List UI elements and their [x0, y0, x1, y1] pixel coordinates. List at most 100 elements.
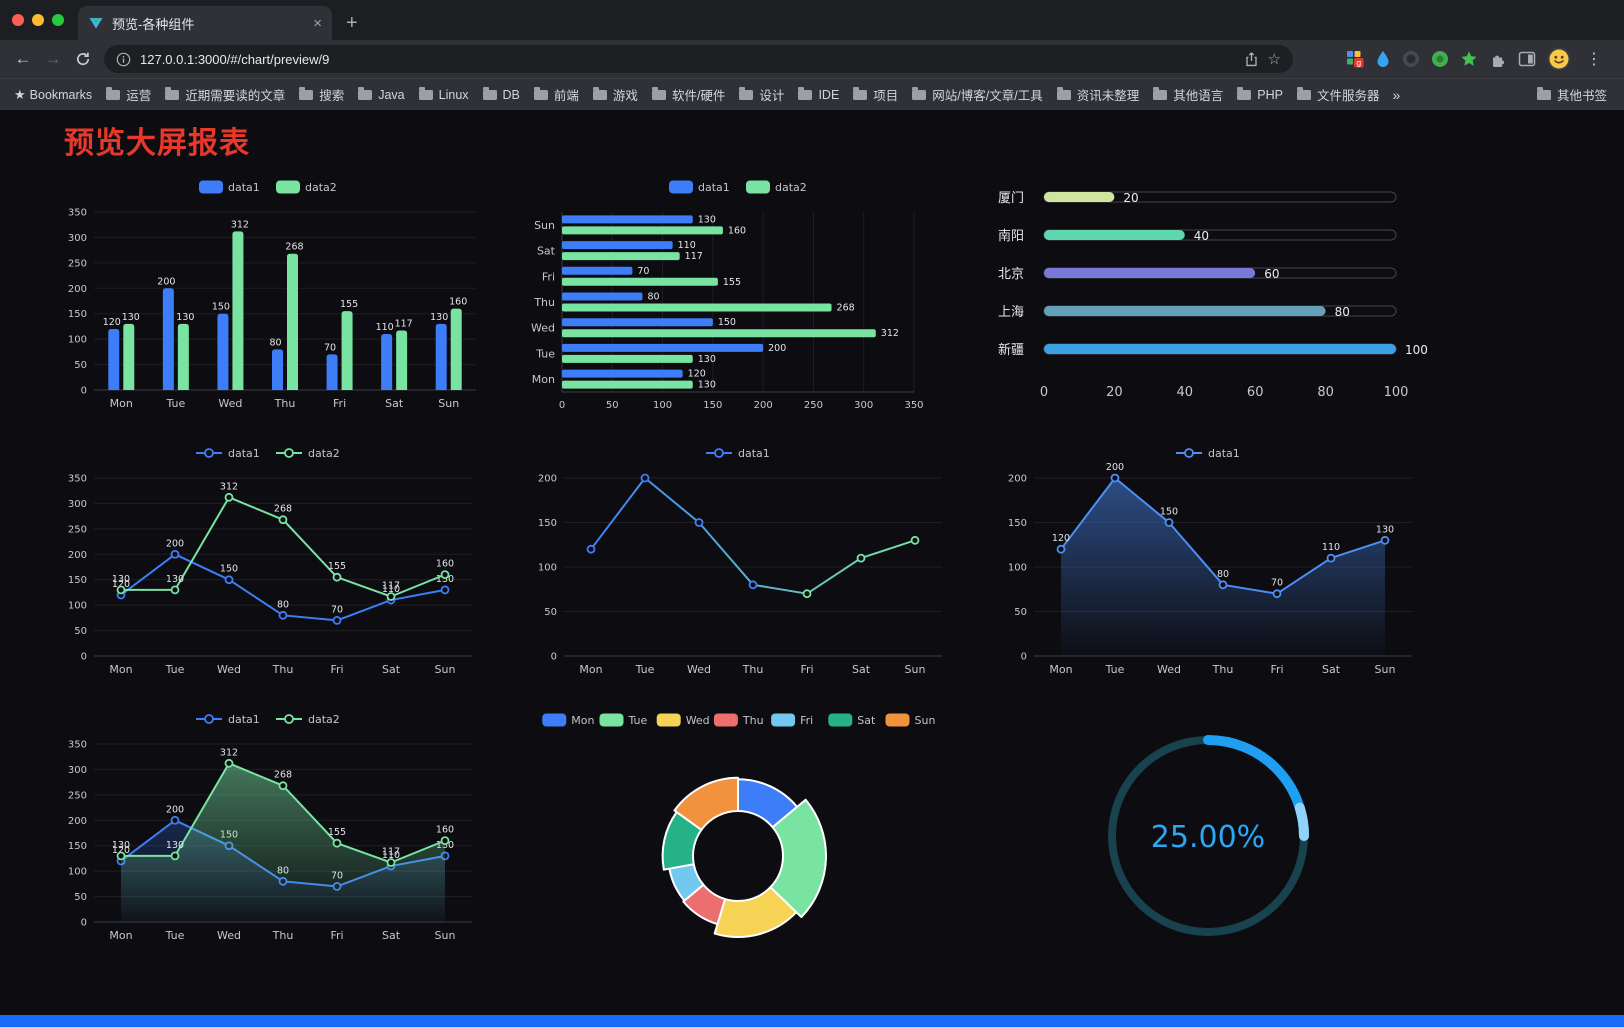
url-text[interactable]: 127.0.0.1:3000/#/chart/preview/9: [140, 51, 330, 67]
svg-text:Mon: Mon: [571, 714, 594, 727]
close-window-button[interactable]: [12, 14, 24, 26]
bookmark-folder-item[interactable]: 软件/硬件: [645, 83, 732, 107]
bookmark-folder-item[interactable]: 搜索: [292, 83, 351, 107]
svg-text:0: 0: [81, 652, 87, 663]
fullscreen-window-button[interactable]: [52, 14, 64, 26]
svg-text:Tue: Tue: [1105, 663, 1125, 676]
svg-text:150: 150: [68, 841, 87, 852]
svg-text:100: 100: [653, 400, 672, 411]
svg-text:100: 100: [1008, 563, 1027, 574]
svg-text:130: 130: [698, 354, 716, 365]
svg-text:120: 120: [1052, 533, 1070, 544]
bookmark-folder-item[interactable]: 前端: [527, 83, 586, 107]
other-bookmarks[interactable]: 其他书签: [1530, 83, 1614, 107]
bookmark-folder-item[interactable]: 设计: [732, 83, 791, 107]
bookmark-folder-item[interactable]: Java: [351, 83, 411, 107]
svg-text:117: 117: [395, 318, 413, 329]
svg-text:Tue: Tue: [628, 714, 648, 727]
svg-text:100: 100: [68, 601, 87, 612]
extension-dark-circle-icon[interactable]: [1402, 50, 1420, 68]
bookmark-folder-item[interactable]: 网站/博客/文章/工具: [905, 83, 1049, 107]
reload-button[interactable]: [68, 44, 98, 74]
svg-text:80: 80: [647, 292, 659, 303]
bookmark-folder-item[interactable]: 资讯未整理: [1050, 83, 1147, 107]
extension-green-circle-icon[interactable]: [1431, 50, 1449, 68]
bookmark-star-icon[interactable]: ☆: [1267, 51, 1281, 68]
grouped-bar-chart[interactable]: 0 50 100 150 200 250 300 350 Mon Tue Wed Thu Fri Sat S…: [48, 172, 488, 422]
svg-text:Sun: Sun: [435, 663, 456, 676]
bookmark-folder-item[interactable]: 文件服务器: [1290, 83, 1387, 107]
svg-text:200: 200: [754, 400, 773, 411]
svg-text:50: 50: [606, 400, 619, 411]
svg-text:0: 0: [1021, 652, 1027, 663]
progress-bar-chart[interactable]: 厦门 20 南阳 40 北京 60 上海 80 新疆 100 0 20 40 60 80 100: [988, 172, 1428, 422]
browser-titlebar: 预览-各种组件 × +: [0, 0, 1624, 40]
svg-text:50: 50: [74, 360, 87, 371]
svg-text:70: 70: [324, 342, 336, 353]
share-icon[interactable]: [1244, 51, 1259, 68]
site-info-icon[interactable]: [116, 52, 131, 67]
svg-text:150: 150: [1160, 507, 1178, 518]
forward-button[interactable]: →: [44, 49, 62, 68]
svg-text:120: 120: [112, 579, 130, 590]
extension-green-star-icon[interactable]: [1460, 50, 1478, 68]
bookmark-folder-item[interactable]: Linux: [412, 83, 476, 107]
bookmark-folder-item[interactable]: 运营: [99, 83, 158, 107]
bookmarks-label[interactable]: Bookmarks: [29, 87, 93, 102]
address-bar[interactable]: 127.0.0.1:3000/#/chart/preview/9 ☆: [104, 45, 1293, 73]
svg-text:80: 80: [1217, 569, 1229, 580]
bookmark-folder-item[interactable]: DB: [476, 83, 527, 107]
area-line-chart-two-series[interactable]: 0 50 100 150 200 250 300 350 Mon Tue Wed Thu Fri Sat S…: [48, 704, 488, 954]
svg-text:Sun: Sun: [438, 397, 459, 410]
svg-text:Tue: Tue: [635, 663, 655, 676]
svg-text:Wed: Wed: [1157, 663, 1181, 676]
minimize-window-button[interactable]: [32, 14, 44, 26]
svg-text:40: 40: [1177, 385, 1194, 400]
bookmark-folder-item[interactable]: 其他语言: [1146, 83, 1230, 107]
extension-stats-icon[interactable]: g: [1346, 50, 1364, 68]
extensions-puzzle-icon[interactable]: [1489, 50, 1507, 68]
chrome-menu-icon[interactable]: ⋮: [1586, 51, 1602, 68]
bookmark-folder-label: 项目: [873, 89, 899, 103]
extension-badge-label: g: [1356, 58, 1361, 67]
bottom-accent-bar: [0, 1015, 1624, 1027]
bookmarks-overflow-chevron[interactable]: »: [1392, 86, 1401, 103]
browser-tab[interactable]: 预览-各种组件 ×: [78, 6, 332, 40]
bookmark-folder-item[interactable]: IDE: [791, 83, 846, 107]
svg-text:155: 155: [328, 827, 346, 838]
donut-chart[interactable]: Mon Tue Wed Thu Fri Sat Sun: [518, 704, 958, 964]
tab-close-icon[interactable]: ×: [313, 14, 322, 32]
area-line-chart[interactable]: 0 50 100 150 200 Mon Tue Wed Thu Fri Sat Sun 120 200 1…: [988, 438, 1428, 688]
folder-icon: [299, 86, 314, 100]
svg-text:Sun: Sun: [915, 714, 936, 727]
svg-text:130: 130: [122, 312, 140, 323]
bookmark-folder-item[interactable]: 项目: [846, 83, 905, 107]
bookmark-folder-label: DB: [502, 87, 520, 102]
profile-avatar[interactable]: [1547, 47, 1571, 71]
bookmark-folder-label: 软件/硬件: [671, 89, 726, 103]
svg-text:Wed: Wed: [218, 397, 242, 410]
svg-text:80: 80: [269, 337, 281, 348]
svg-text:70: 70: [1271, 578, 1283, 589]
svg-text:350: 350: [68, 208, 87, 219]
gauge-chart[interactable]: 25.00%: [988, 704, 1428, 964]
svg-text:25.00%: 25.00%: [1151, 820, 1265, 855]
back-button[interactable]: ←: [14, 49, 32, 68]
side-panel-icon[interactable]: [1518, 51, 1536, 67]
line-chart-two-series[interactable]: 0 50 100 150 200 250 300 350 Mon Tue Wed Thu Fri Sat S…: [48, 438, 488, 688]
svg-text:100: 100: [68, 335, 87, 346]
bookmark-folder-item[interactable]: PHP: [1230, 83, 1290, 107]
folder-icon: [853, 86, 868, 100]
svg-text:Mon: Mon: [1049, 663, 1072, 676]
svg-text:Thu: Thu: [742, 714, 764, 727]
svg-text:120: 120: [103, 317, 121, 328]
svg-text:0: 0: [81, 918, 87, 929]
svg-text:Sun: Sun: [435, 929, 456, 942]
bookmark-folder-item[interactable]: 游戏: [586, 83, 645, 107]
extension-drop-icon[interactable]: [1375, 50, 1391, 68]
gradient-line-chart[interactable]: 0 50 100 150 200 Mon Tue Wed Thu Fri Sat Sun data1: [518, 438, 958, 688]
bookmark-folder-item[interactable]: 近期需要读的文章: [158, 83, 292, 107]
svg-text:300: 300: [68, 499, 87, 510]
new-tab-button[interactable]: +: [346, 12, 358, 34]
